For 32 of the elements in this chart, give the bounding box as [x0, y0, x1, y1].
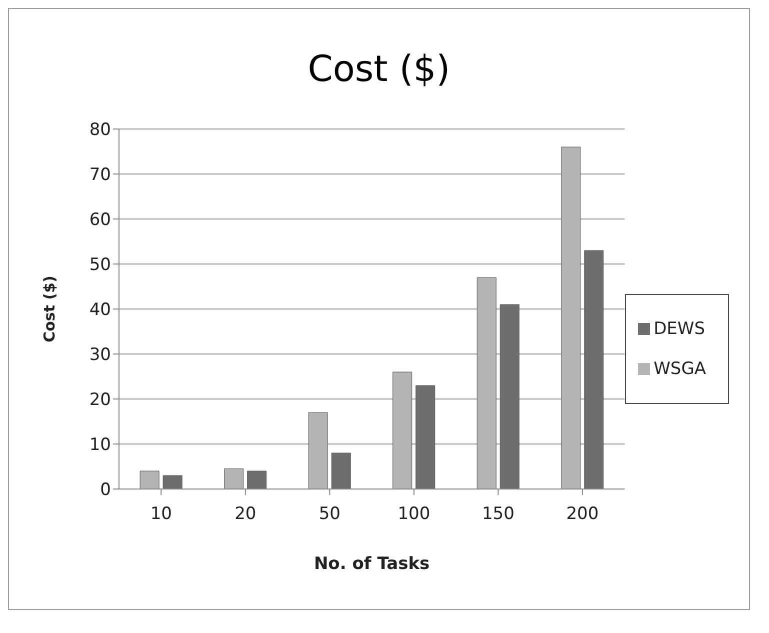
x-axis-title: No. of Tasks	[314, 554, 430, 574]
bar	[331, 452, 351, 489]
bar	[584, 250, 604, 489]
bar	[308, 412, 328, 489]
y-tick-label: 50	[89, 255, 111, 276]
x-tick-label: 150	[482, 504, 514, 524]
y-axis-title: Cost ($)	[40, 276, 58, 342]
bar	[392, 372, 412, 489]
y-tick-label: 20	[89, 390, 111, 410]
bar	[476, 277, 496, 489]
x-tick-label: 50	[318, 504, 340, 524]
bar	[500, 304, 520, 489]
x-tick-label: 200	[566, 504, 599, 524]
y-tick-label: 70	[89, 165, 111, 186]
x-tick-label: 20	[234, 504, 256, 524]
y-tick-label: 0	[100, 480, 111, 500]
chart-title: Cost ($)	[306, 49, 452, 92]
y-tick-label: 30	[89, 345, 111, 366]
bar	[247, 470, 267, 489]
bar	[416, 385, 436, 489]
bar	[561, 146, 581, 489]
legend-label: WSGA	[654, 359, 706, 379]
bar	[140, 470, 160, 489]
x-tick-label: 100	[398, 504, 430, 524]
y-tick-label: 40	[89, 300, 111, 320]
bar	[224, 468, 244, 489]
y-tick-label: 80	[89, 120, 111, 140]
y-tick-label: 10	[89, 435, 111, 456]
x-tick-label: 10	[150, 504, 172, 524]
bar	[162, 475, 182, 489]
legend-label: DEWS	[654, 319, 706, 339]
y-tick-label: 60	[89, 210, 111, 230]
